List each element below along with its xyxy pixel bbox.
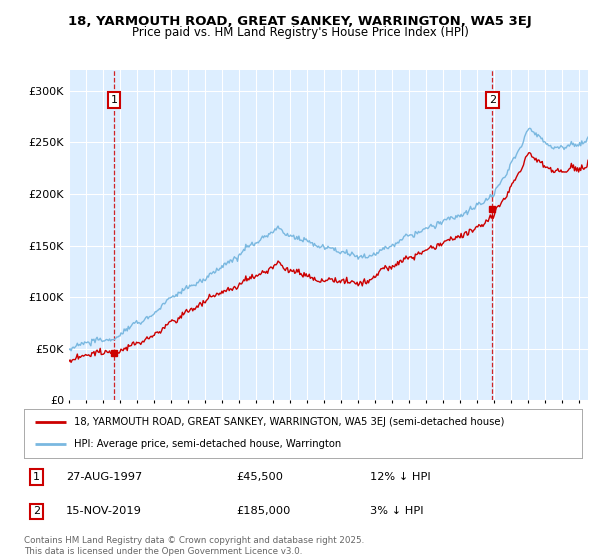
- Text: 27-AUG-1997: 27-AUG-1997: [66, 472, 142, 482]
- Text: 18, YARMOUTH ROAD, GREAT SANKEY, WARRINGTON, WA5 3EJ: 18, YARMOUTH ROAD, GREAT SANKEY, WARRING…: [68, 15, 532, 27]
- Text: 18, YARMOUTH ROAD, GREAT SANKEY, WARRINGTON, WA5 3EJ (semi-detached house): 18, YARMOUTH ROAD, GREAT SANKEY, WARRING…: [74, 417, 505, 427]
- Text: £45,500: £45,500: [236, 472, 283, 482]
- Text: 1: 1: [33, 472, 40, 482]
- Text: Contains HM Land Registry data © Crown copyright and database right 2025.
This d: Contains HM Land Registry data © Crown c…: [24, 536, 364, 556]
- Text: 1: 1: [110, 95, 118, 105]
- Text: Price paid vs. HM Land Registry's House Price Index (HPI): Price paid vs. HM Land Registry's House …: [131, 26, 469, 39]
- Text: HPI: Average price, semi-detached house, Warrington: HPI: Average price, semi-detached house,…: [74, 440, 341, 449]
- Text: 3% ↓ HPI: 3% ↓ HPI: [370, 506, 424, 516]
- Text: 2: 2: [33, 506, 40, 516]
- Text: 12% ↓ HPI: 12% ↓ HPI: [370, 472, 431, 482]
- Text: £185,000: £185,000: [236, 506, 290, 516]
- Text: 15-NOV-2019: 15-NOV-2019: [66, 506, 142, 516]
- Text: 2: 2: [489, 95, 496, 105]
